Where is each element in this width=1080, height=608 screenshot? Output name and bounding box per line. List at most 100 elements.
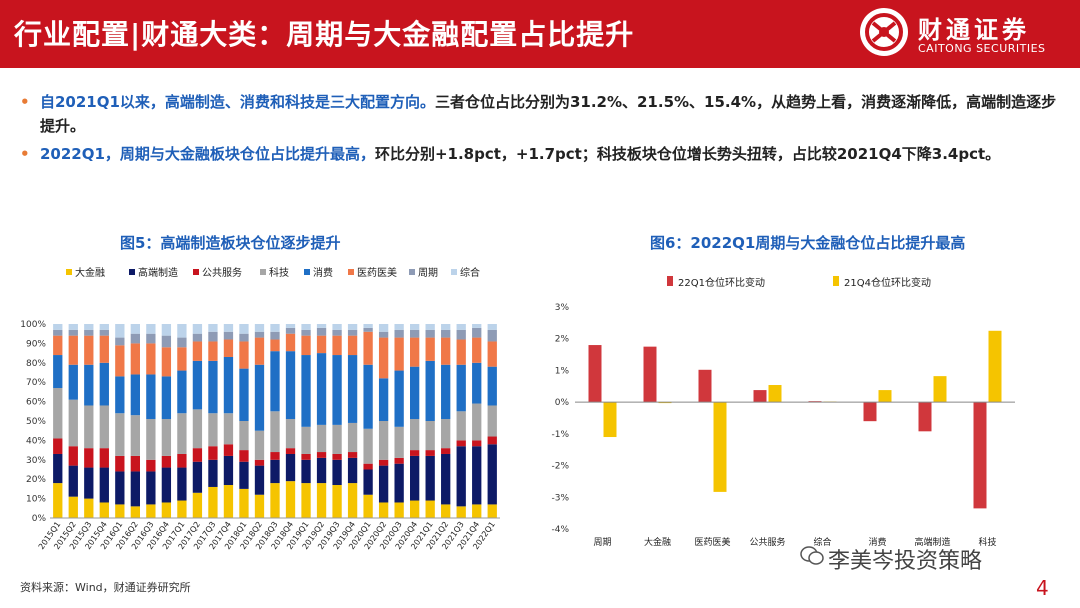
bar-segment: [84, 448, 94, 468]
bar-segment: [115, 504, 125, 518]
y-tick-label: -2%: [551, 462, 569, 472]
bar-segment: [177, 413, 187, 454]
bar-segment: [239, 333, 249, 342]
bar-segment: [99, 362, 109, 406]
bar-segment: [410, 337, 420, 367]
change-bar: [878, 390, 892, 403]
bar-segment: [441, 329, 451, 338]
bar-segment: [441, 324, 451, 330]
legend-label: 消费: [313, 266, 333, 279]
source-note: 资料来源：Wind，财通证券研究所: [20, 581, 191, 594]
bar-segment: [177, 500, 187, 518]
bar-segment: [410, 500, 420, 518]
bar-segment: [99, 329, 109, 336]
legend-label: 公共服务: [202, 266, 242, 279]
x-category-label: 科技: [978, 536, 996, 548]
bar-segment: [223, 356, 234, 414]
bar-segment: [68, 496, 78, 518]
bar-segment: [472, 403, 482, 441]
page-number: 4: [1036, 576, 1049, 600]
legend-label: 22Q1仓位环比变动: [678, 276, 765, 289]
bar-segment: [177, 467, 187, 501]
bar-segment: [130, 374, 140, 416]
bullet-item: • 自2021Q1以来，高端制造、消费和科技是三大配置方向。三者仓位占比分别为3…: [20, 90, 1070, 138]
bar-segment: [223, 413, 234, 445]
bar-segment: [53, 438, 63, 454]
bar-segment: [487, 436, 497, 445]
bullet-text: 环比分别+1.8pct，+1.7pct；科技板块仓位增长势头扭转，占比较2021…: [374, 145, 1001, 163]
bar-segment: [332, 329, 342, 336]
bar-segment: [441, 419, 451, 449]
bar-segment: [441, 364, 451, 420]
bar-segment: [208, 324, 218, 332]
bar-segment: [239, 368, 249, 421]
bar-segment: [270, 324, 280, 332]
y-tick-label: -4%: [551, 525, 569, 535]
bar-segment: [285, 327, 296, 334]
bar-segment: [68, 329, 78, 336]
bar-segment: [146, 504, 156, 518]
bar-segment: [441, 337, 451, 365]
bar-segment: [130, 455, 140, 472]
x-category-label: 消费: [868, 536, 886, 548]
bar-segment: [378, 421, 389, 460]
bar-segment: [146, 419, 156, 460]
bar-segment: [161, 502, 172, 518]
bar-segment: [425, 329, 435, 338]
bar-segment: [99, 324, 109, 330]
bar-segment: [425, 455, 435, 501]
y-tick-label: 50%: [26, 417, 46, 427]
bar-segment: [146, 343, 156, 375]
bar-segment: [363, 364, 373, 429]
bar-segment: [270, 452, 280, 460]
legend-swatch: [66, 269, 72, 275]
bar-segment: [239, 461, 249, 489]
bar-segment: [146, 333, 156, 344]
bar-segment: [254, 337, 265, 365]
bar-segment: [378, 459, 389, 466]
y-tick-label: 20%: [26, 475, 46, 485]
bar-segment: [239, 341, 249, 369]
bar-segment: [456, 411, 466, 441]
bar-segment: [316, 452, 327, 458]
bar-segment: [472, 327, 482, 338]
bar-segment: [425, 337, 435, 361]
y-tick-label: 0%: [32, 514, 47, 524]
bar-segment: [347, 483, 358, 518]
bar-segment: [84, 364, 94, 406]
bar-segment: [177, 370, 187, 414]
legend-label: 周期: [418, 267, 438, 279]
bar-segment: [130, 324, 140, 334]
bar-segment: [239, 324, 249, 334]
x-category-label: 综合: [813, 536, 831, 548]
bar-segment: [332, 424, 342, 454]
bar-segment: [115, 376, 125, 414]
change-bar: [988, 330, 1002, 403]
change-bar: [918, 402, 932, 432]
change-bar: [588, 345, 602, 403]
bar-segment: [223, 339, 234, 357]
bar-segment: [316, 327, 327, 336]
bar-segment: [394, 426, 404, 458]
bar-segment: [410, 324, 420, 330]
bar-segment: [208, 413, 218, 447]
bar-segment: [456, 329, 466, 340]
bar-segment: [99, 467, 109, 503]
bullet-list: • 自2021Q1以来，高端制造、消费和科技是三大配置方向。三者仓位占比分别为3…: [20, 90, 1070, 170]
bar-segment: [192, 341, 203, 361]
bar-segment: [177, 324, 187, 338]
bar-segment: [316, 353, 327, 425]
change-bar: [753, 390, 767, 403]
bar-segment: [332, 335, 342, 356]
bar-segment: [301, 324, 311, 330]
bar-segment: [130, 343, 140, 375]
bar-segment: [208, 331, 218, 342]
bar-segment: [316, 335, 327, 354]
bar-segment: [347, 452, 358, 458]
bar-segment: [192, 448, 203, 462]
change-bar: [933, 376, 947, 403]
legend-swatch: [833, 276, 839, 286]
bar-segment: [410, 419, 420, 451]
x-category-label: 公共服务: [749, 536, 785, 548]
bar-segment: [68, 364, 78, 400]
